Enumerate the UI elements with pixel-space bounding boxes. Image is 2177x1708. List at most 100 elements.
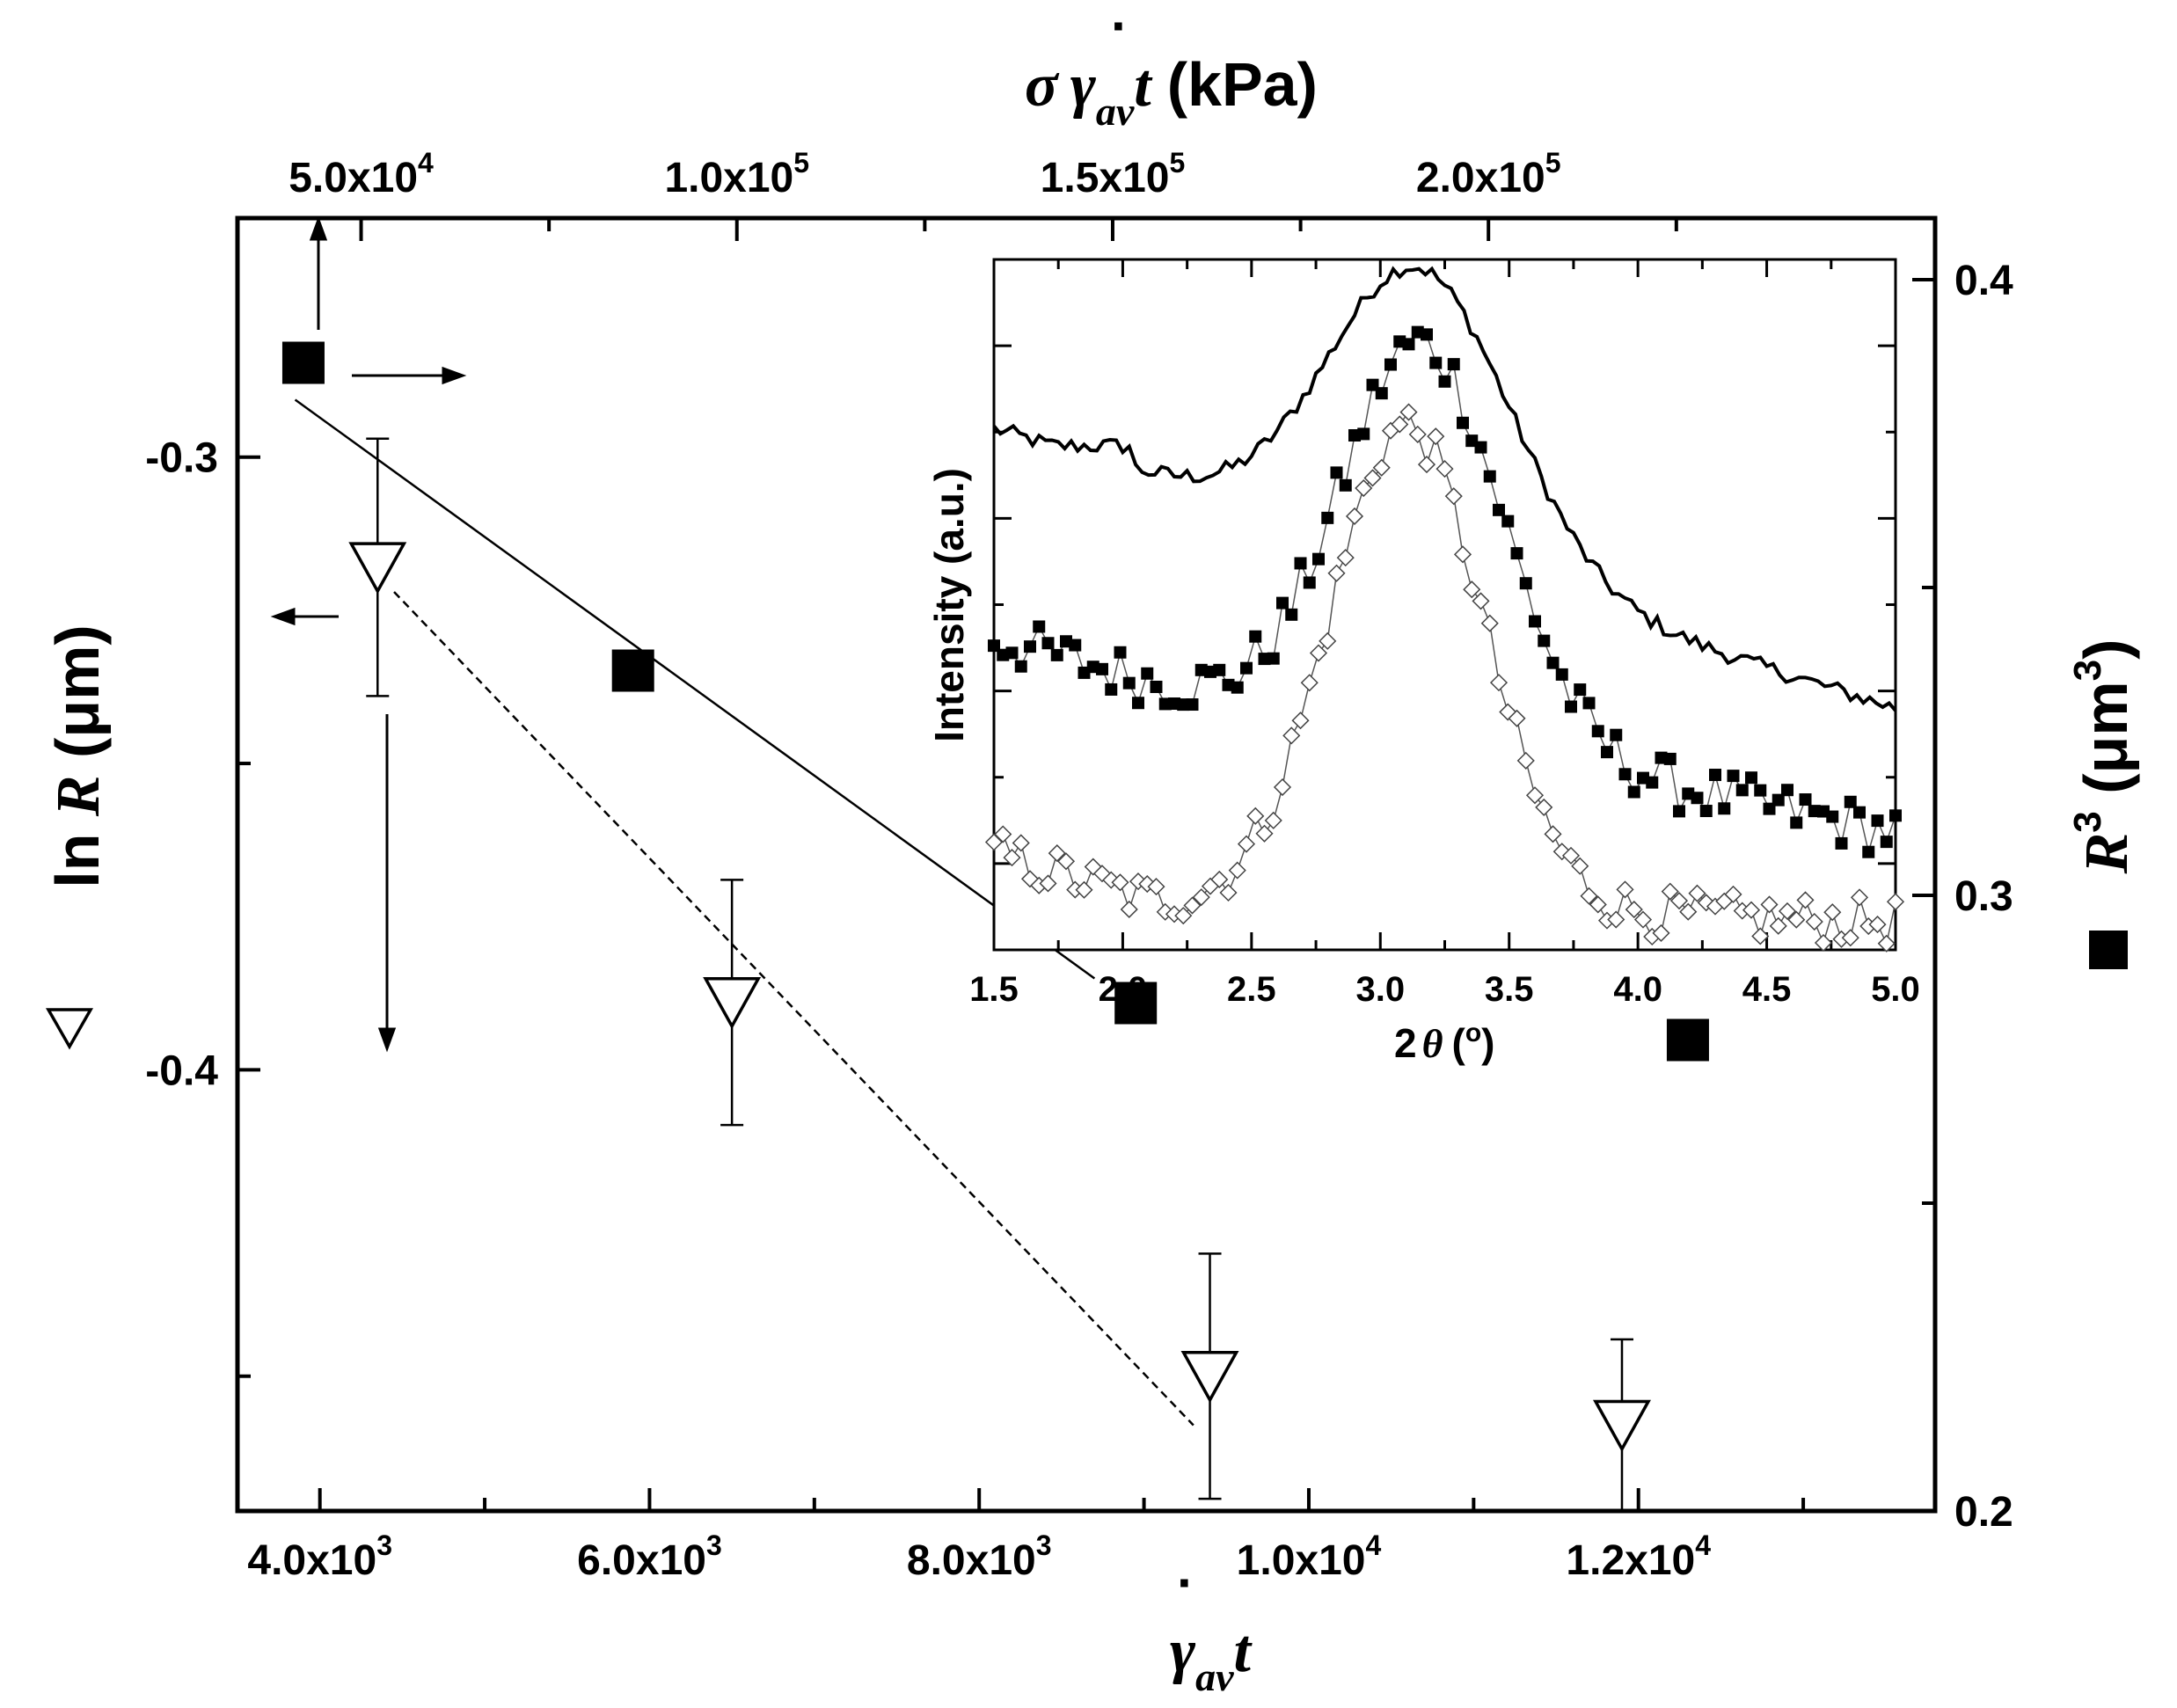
- inset-square-point: [1709, 769, 1721, 782]
- fit-line-solid: [294, 398, 1096, 980]
- inset-diamond-point: [1823, 903, 1842, 922]
- inset-square-point: [1303, 576, 1316, 589]
- inset-diamond-point: [1391, 415, 1409, 434]
- lnR-point: [1593, 1399, 1651, 1453]
- inset-diamond-point: [1472, 592, 1490, 610]
- bottom-axis-title: γavt: [1170, 1617, 1253, 1699]
- inset-x-tick-label: 3.5: [1485, 970, 1534, 1009]
- svg-text:R3 (μm3): R3 (μm3): [2066, 639, 2141, 875]
- inset-diamond-point: [1282, 726, 1301, 745]
- inset-square-point: [1267, 652, 1280, 665]
- inset-x-tick-label: 2.5: [1227, 970, 1276, 1009]
- inset-square-point: [1312, 552, 1325, 566]
- inset-diamond-point: [1003, 849, 1021, 867]
- inset-diamond-point: [1427, 427, 1445, 446]
- inset-diamond-point: [1291, 712, 1310, 730]
- inset-square-point: [1565, 700, 1577, 713]
- inset-square-point: [1601, 746, 1613, 759]
- inset-square-point: [1438, 375, 1451, 388]
- inset-square-point: [1384, 358, 1397, 371]
- inset-diamond-point: [1408, 425, 1427, 443]
- inset-square-point: [1132, 697, 1144, 710]
- inset-diamond-point: [1012, 834, 1030, 852]
- inset-square-point: [1772, 793, 1785, 807]
- inset-diamond-point: [1111, 873, 1129, 892]
- inset-diamond-point: [1183, 896, 1202, 915]
- inset-diamond-point: [1769, 916, 1787, 935]
- inset-diamond-point: [1850, 888, 1869, 907]
- inset-diamond-point: [1363, 469, 1382, 487]
- inset-square-point: [1041, 637, 1055, 650]
- inset-diamond-point: [1147, 878, 1165, 896]
- inset-diamond-point: [1453, 545, 1472, 564]
- inset-diamond-point: [1192, 888, 1210, 907]
- inset-diamond-point: [1264, 811, 1282, 829]
- inset-diamond-point: [1372, 458, 1391, 477]
- inset-diamond-point: [1255, 824, 1274, 843]
- inset-square-point: [1122, 676, 1136, 690]
- data-points: [281, 341, 1709, 1513]
- inset-square-point: [1330, 466, 1343, 479]
- inset-diamond-point: [1174, 907, 1193, 925]
- inset-square-point: [1321, 511, 1334, 524]
- inset-x-tick-label: 1.5: [969, 970, 1019, 1009]
- inset-diamond-point: [1544, 825, 1562, 843]
- inset-square-point: [1574, 683, 1587, 697]
- inset-diamond-point: [1751, 927, 1770, 945]
- inset-diamond-point: [1444, 487, 1463, 506]
- inset-square-point: [1853, 806, 1866, 819]
- inset-square-point: [1231, 681, 1244, 694]
- inset-x-tick-label: 2.0: [1099, 970, 1148, 1009]
- inset-diamond-point: [1075, 880, 1093, 899]
- left-axis-legend-triangle: [45, 1008, 94, 1050]
- inset-square-point: [1538, 634, 1551, 647]
- inset-diamond-point: [1561, 846, 1581, 865]
- top-tick-label: 1.5x105: [1041, 147, 1186, 201]
- inset-diamond-point: [1228, 861, 1246, 880]
- inset-diamond-point: [1508, 709, 1526, 727]
- inset-x-tick-label: 5.0: [1871, 970, 1920, 1009]
- inset-square-point: [1501, 515, 1515, 528]
- inset-x-tick-label: 4.5: [1742, 970, 1792, 1009]
- inset-square-point: [1005, 646, 1019, 660]
- lnR-point: [1180, 1350, 1239, 1404]
- inset-background: [994, 259, 1896, 950]
- inset-square-point: [1618, 768, 1632, 781]
- inset-diamond-point: [1355, 478, 1373, 498]
- inset-diamond-point: [1237, 835, 1256, 853]
- inset-square-point: [1727, 770, 1740, 783]
- inset-square-point: [1673, 805, 1685, 818]
- inset-square-point: [1069, 639, 1082, 652]
- inset-x-title: 2 θ (o): [1394, 1018, 1494, 1066]
- inset-square-point: [1646, 776, 1659, 789]
- inset-diamond-point: [1778, 901, 1797, 921]
- inset-square-point: [1754, 784, 1767, 797]
- inset-square-point: [1114, 646, 1127, 659]
- axis-arrows: [270, 215, 467, 1053]
- inset-diamond-point: [1688, 884, 1706, 902]
- inset-square-point: [1141, 667, 1154, 680]
- inset-square-point: [1889, 809, 1902, 822]
- inset-diamond-point: [1399, 403, 1418, 421]
- bottom-tick-label: 4.0x103: [247, 1529, 392, 1584]
- inset-square-point: [1213, 663, 1226, 676]
- inset-square-point: [1186, 698, 1199, 712]
- inset-diamond-point: [1039, 874, 1057, 893]
- inset-square-point: [1339, 478, 1352, 492]
- inset-square-point: [1718, 802, 1731, 815]
- inset-diamond-point: [1246, 807, 1265, 825]
- inset-square-point: [1457, 416, 1469, 429]
- inset-y-title: Intensity (a.u.): [926, 468, 972, 742]
- inset-diamond-point: [1787, 910, 1806, 929]
- inset-square-point: [1790, 816, 1803, 829]
- R3-point: [611, 649, 654, 692]
- inset-diamond-point: [1048, 844, 1066, 863]
- top-axis-title: σ γavt (kPa): [1025, 50, 1318, 134]
- top-tick-label: 2.0x105: [1416, 147, 1561, 201]
- inset-diamond-point: [1489, 674, 1509, 692]
- inset-diamond-point: [1580, 887, 1598, 905]
- inset-diamond-point: [1886, 893, 1905, 911]
- inset-square-point: [1447, 358, 1460, 371]
- inset-y-title-text: Intensity (a.u.): [926, 468, 972, 742]
